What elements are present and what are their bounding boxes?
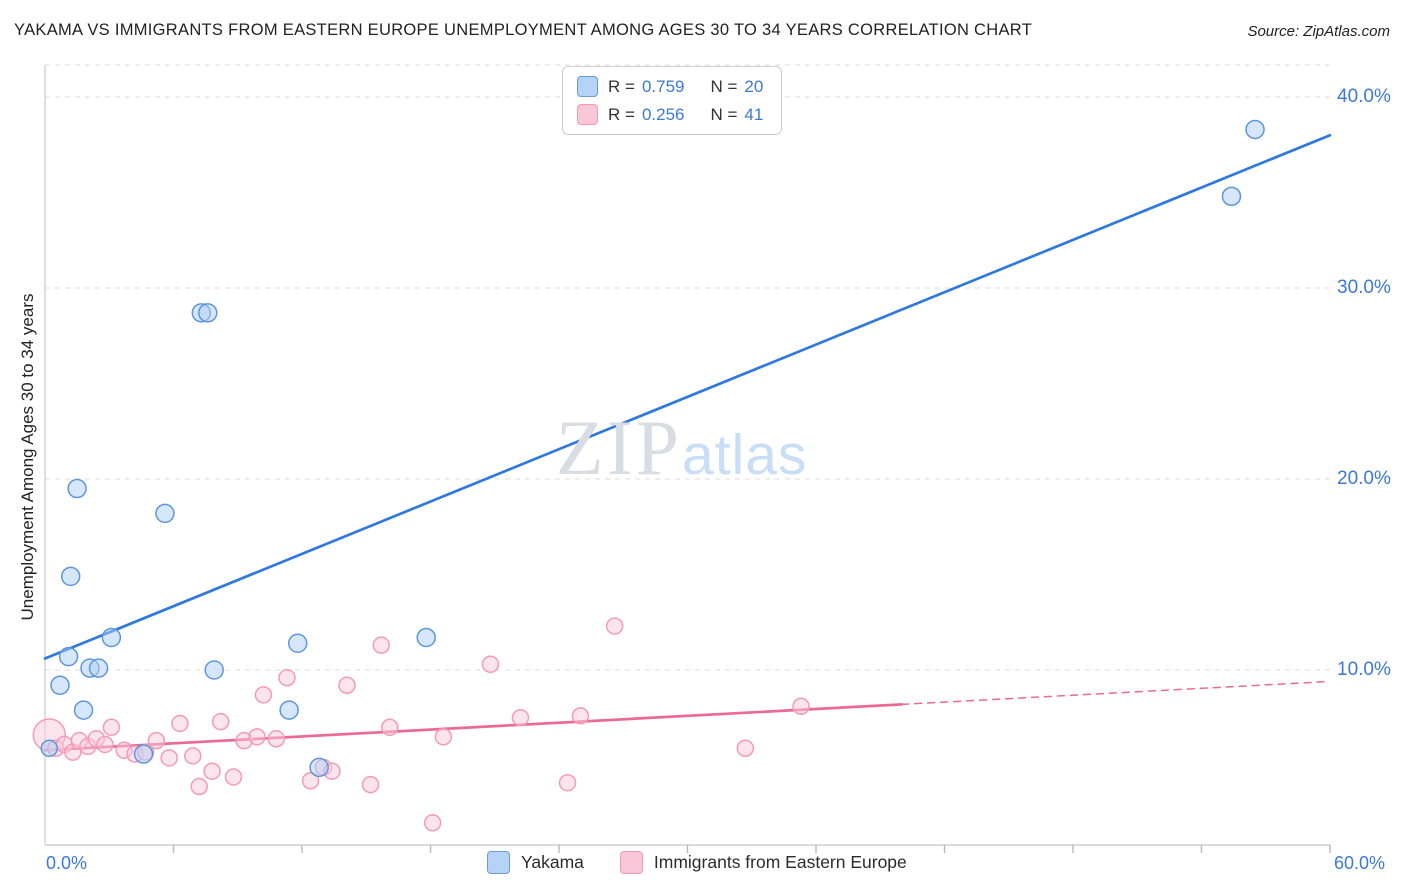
immigrants-scatter-point[interactable] <box>434 728 453 746</box>
immigrants-trend-line <box>43 703 904 752</box>
immigrants-scatter-point[interactable] <box>160 749 178 767</box>
immigrants-scatter-point[interactable] <box>267 730 286 748</box>
immigrants-scatter-point[interactable] <box>96 735 114 754</box>
r-label: R = <box>608 104 635 124</box>
yakama-scatter-point[interactable] <box>155 503 175 524</box>
yakama-scatter-point[interactable] <box>204 660 224 680</box>
immigrants-scatter-point[interactable] <box>423 814 442 832</box>
immigrants-scatter-point[interactable] <box>224 768 243 786</box>
immigrants-scatter-point[interactable] <box>184 747 202 765</box>
yakama-swatch-icon <box>487 851 510 874</box>
page-title: YAKAMA VS IMMIGRANTS FROM EASTERN EUROPE… <box>14 21 1033 39</box>
yakama-scatter-point[interactable] <box>309 757 329 778</box>
immigrants-scatter-point[interactable] <box>511 709 530 727</box>
n-value-immigrants: 41 <box>744 104 764 124</box>
immigrants-swatch-icon <box>577 104 598 125</box>
source-attribution: Source: ZipAtlas.com <box>1247 23 1390 40</box>
n-label: N = <box>710 76 738 96</box>
immigrants-scatter-point[interactable] <box>792 697 810 716</box>
y-tick-10: 10.0% <box>1337 659 1391 680</box>
n-value-yakama: 20 <box>744 76 764 96</box>
yakama-scatter-point[interactable] <box>287 633 308 654</box>
r-value-yakama: 0.759 <box>641 76 685 96</box>
x-axis-min-label: 0.0% <box>46 853 88 873</box>
yakama-scatter-point[interactable] <box>50 675 70 696</box>
yakama-scatter-point[interactable] <box>133 744 154 764</box>
immigrants-scatter-point[interactable] <box>102 718 121 737</box>
immigrants-swatch-icon <box>619 851 643 874</box>
yakama-scatter-point[interactable] <box>279 700 299 720</box>
yakama-scatter-point[interactable] <box>1245 119 1265 140</box>
immigrants-scatter-point[interactable] <box>381 718 399 737</box>
yakama-swatch-icon <box>577 76 598 97</box>
r-value-immigrants: 0.256 <box>641 104 685 124</box>
yakama-trend-line <box>43 133 1332 660</box>
n-label: N = <box>710 104 738 124</box>
correlation-legend-box: R = 0.759 N = 20 R = 0.256 N = 41 <box>562 66 783 135</box>
yakama-scatter-point[interactable] <box>40 739 59 758</box>
immigrants-scatter-point[interactable] <box>571 707 590 725</box>
legend-item-immigrants: Immigrants from Eastern Europe <box>619 851 907 874</box>
immigrants-scatter-point[interactable] <box>278 668 296 687</box>
y-tick-30: 30.0% <box>1337 277 1391 298</box>
immigrants-scatter-point[interactable] <box>301 772 320 790</box>
y-tick-40: 40.0% <box>1337 86 1391 107</box>
yakama-scatter-point[interactable] <box>101 627 122 648</box>
yakama-scatter-point[interactable] <box>416 627 436 648</box>
immigrants-scatter-point[interactable] <box>481 655 500 674</box>
yakama-scatter-point[interactable] <box>1221 186 1242 207</box>
immigrants-scatter-point[interactable] <box>558 773 577 792</box>
y-tick-20: 20.0% <box>1337 468 1391 489</box>
immigrants-scatter-point[interactable] <box>190 777 208 796</box>
immigrants-scatter-point[interactable] <box>254 686 273 704</box>
y-axis-label: Unemployment Among Ages 30 to 34 years <box>18 293 37 621</box>
yakama-scatter-point[interactable] <box>88 658 109 678</box>
legend-item-label: Immigrants from Eastern Europe <box>653 852 907 872</box>
series-legend: Yakama Immigrants from Eastern Europe <box>487 851 907 874</box>
immigrants-scatter-point[interactable] <box>338 676 356 695</box>
yakama-scatter-point[interactable] <box>67 478 87 499</box>
yakama-scatter-point[interactable] <box>58 646 79 667</box>
immigrants-scatter-point[interactable] <box>736 739 755 758</box>
r-label: R = <box>608 76 635 96</box>
immigrants-scatter-point[interactable] <box>147 731 166 750</box>
yakama-scatter-point[interactable] <box>60 566 81 587</box>
immigrants-scatter-point[interactable] <box>171 714 189 733</box>
legend-row-yakama: R = 0.759 N = 20 <box>577 76 763 97</box>
legend-item-yakama: Yakama <box>487 851 584 874</box>
immigrants-trend-line <box>900 680 1331 706</box>
immigrants-scatter-point[interactable] <box>605 617 624 635</box>
x-axis-max-label: 60.0% <box>1334 853 1386 873</box>
yakama-scatter-point[interactable] <box>198 303 218 323</box>
legend-item-label: Yakama <box>521 852 584 872</box>
immigrants-scatter-point[interactable] <box>372 636 390 654</box>
legend-row-immigrants: R = 0.256 N = 41 <box>577 104 763 125</box>
immigrants-scatter-point[interactable] <box>203 762 221 780</box>
immigrants-scatter-point[interactable] <box>248 728 266 746</box>
immigrants-scatter-point[interactable] <box>211 712 230 731</box>
immigrants-scatter-point[interactable] <box>361 775 380 794</box>
yakama-scatter-point[interactable] <box>73 700 94 720</box>
